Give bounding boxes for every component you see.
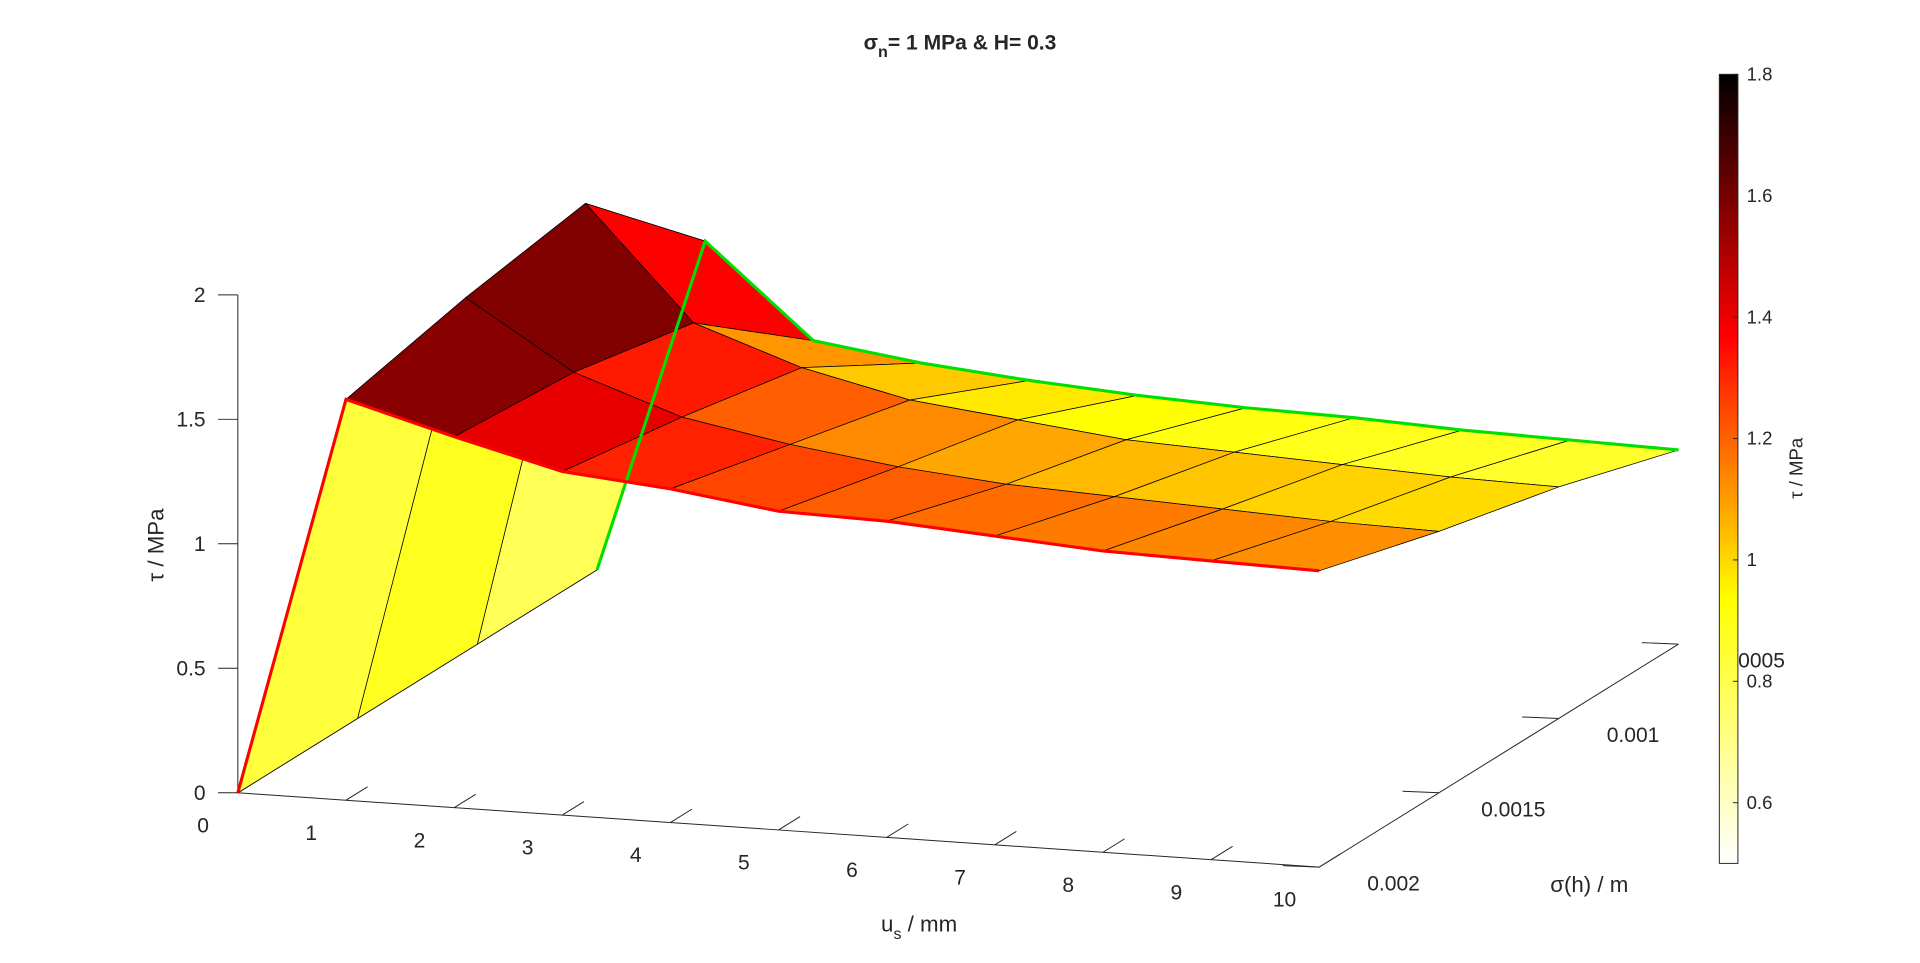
x-tick	[561, 801, 585, 816]
x-tick	[453, 793, 476, 809]
x-tick-label: 2	[414, 829, 426, 852]
x-tick	[670, 808, 693, 823]
x-tick-label: 6	[846, 859, 858, 882]
x-tick-label: 0	[197, 814, 209, 837]
colorbar-tick-label: 0.8	[1747, 670, 1773, 691]
z-axis-label: τ / MPa	[144, 508, 169, 582]
title-part: σ	[864, 32, 878, 55]
colorbar-label: τ / MPa	[1785, 437, 1806, 499]
colorbar-tick-label: 1.4	[1747, 306, 1773, 327]
y-tick-label: 0.002	[1367, 873, 1420, 896]
chart-title: σn= 1 MPa & H= 0.3	[864, 32, 1057, 61]
x-label-part: / mm	[901, 912, 957, 937]
x-tick	[1210, 845, 1233, 861]
colorbar	[1718, 73, 1739, 864]
colorbar-tick-label: 1	[1747, 549, 1757, 570]
z-tick-label: 2	[194, 284, 206, 307]
y-tick-label: 0.001	[1607, 724, 1660, 747]
colorbar-tick-label: 0.6	[1747, 792, 1773, 813]
y-tick	[1402, 790, 1439, 794]
y-tick	[1641, 642, 1679, 645]
z-tick-label: 0.5	[176, 658, 205, 681]
y-tick	[1522, 716, 1559, 719]
x-tick-label: 4	[630, 844, 642, 867]
surface-edge	[595, 238, 1679, 571]
colorbar-tick-label: 1.2	[1747, 428, 1773, 449]
y-tick	[1282, 865, 1320, 868]
title-subscript: n	[878, 43, 888, 61]
x-tick	[1318, 853, 1342, 868]
x-tick-label: 8	[1062, 874, 1074, 897]
x-tick	[778, 816, 801, 831]
y-axis-label: σ(h) / m	[1550, 872, 1628, 897]
x-tick	[1102, 838, 1125, 853]
x-tick-label: 9	[1171, 881, 1183, 904]
x-tick-label: 3	[522, 837, 534, 860]
y-tick-label: 0.0015	[1481, 798, 1545, 821]
x-label-part: u	[881, 912, 893, 937]
x-tick	[994, 831, 1017, 846]
surface-edge	[236, 397, 1320, 794]
x-label-subscript: s	[893, 925, 901, 943]
x-axis-label: us / mm	[881, 912, 957, 943]
x-tick-label: 5	[738, 852, 750, 875]
z-tick-label: 1.5	[176, 409, 205, 432]
z-tick-label: 0	[194, 782, 206, 805]
colorbar-tick-label: 1.8	[1747, 64, 1773, 85]
x-tick-label: 10	[1273, 889, 1296, 912]
x-tick	[345, 786, 368, 801]
x-tick-label: 1	[305, 822, 317, 845]
x-tick-label: 7	[954, 866, 966, 889]
x-tick	[886, 823, 909, 838]
colorbar-tick-label: 1.6	[1747, 185, 1773, 206]
z-tick-label: 1	[194, 533, 206, 556]
surface-face	[1210, 521, 1440, 572]
title-part: = 1 MPa & H= 0.3	[888, 32, 1056, 55]
